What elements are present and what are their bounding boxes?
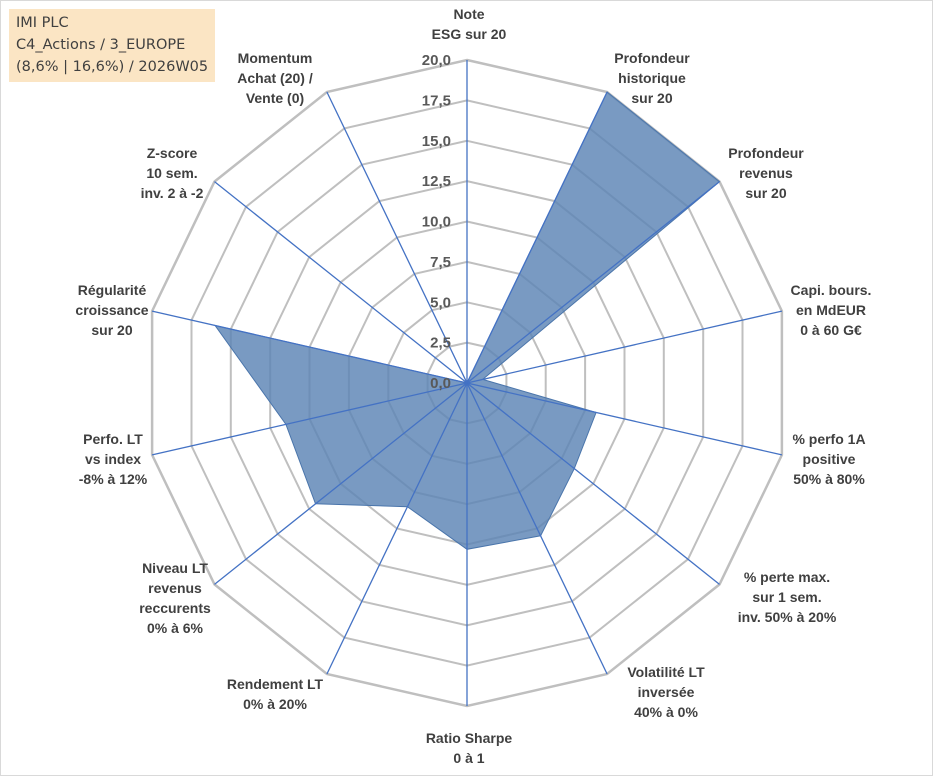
axis-label-line: sur 20 <box>745 185 786 201</box>
axis-label-line: Momentum <box>238 50 313 66</box>
axis-label-line: ESG sur 20 <box>432 26 507 42</box>
tick-label: 10,0 <box>422 214 451 231</box>
axis-label-line: % perte max. <box>744 569 830 585</box>
axis-label: Régularité croissance sur 20 <box>75 282 148 338</box>
axis-label: % perte max. sur 1 sem. inv. 50% à 20% <box>738 569 837 625</box>
axis-spokes <box>151 60 783 706</box>
axis-label-line: sur 1 sem. <box>752 589 821 605</box>
axis-label: Rendement LT 0% à 20% <box>227 676 324 712</box>
tick-label: 5,0 <box>430 294 451 311</box>
axis-spoke <box>326 382 468 675</box>
axis-label: Z-score 10 sem. inv. 2 à -2 <box>141 145 204 201</box>
title-line-category: C4_Actions / 3_EUROPE <box>16 37 186 53</box>
axis-label-line: 40% à 0% <box>634 704 698 720</box>
axis-label-line: inv. 2 à -2 <box>141 185 204 201</box>
axis-label: Perfo. LT vs index -8% à 12% <box>79 431 148 487</box>
axis-label-line: revenus <box>739 165 793 181</box>
axis-spoke <box>466 382 783 456</box>
axis-label-line: Niveau LT <box>142 560 208 576</box>
axis-label-line: Volatilité LT <box>627 664 705 680</box>
axis-spoke <box>214 382 468 585</box>
axis-label-line: Capi. bours. <box>791 282 872 298</box>
axis-label: Capi. bours. en MdEUR 0 à 60 G€ <box>791 282 872 338</box>
axis-labels: Note ESG sur 20 Profondeur historique sur 20… <box>75 6 871 766</box>
axis-spoke <box>326 91 468 384</box>
axis-label-line: 0% à 6% <box>147 620 204 636</box>
axis-label-line: Achat (20) / <box>237 70 313 86</box>
axis-label-line: Rendement LT <box>227 676 324 692</box>
axis-label-line: inversée <box>638 684 695 700</box>
tick-label: 2,5 <box>430 335 451 352</box>
axis-spoke <box>466 310 783 384</box>
axis-label: Momentum Achat (20) / Vente (0) <box>237 50 313 106</box>
axis-label-line: en MdEUR <box>796 302 866 318</box>
axis-label: Profondeur historique sur 20 <box>614 50 690 106</box>
axis-label: Volatilité LT inversée 40% à 0% <box>627 664 705 720</box>
axis-spoke <box>214 181 468 384</box>
tick-label: 0,0 <box>430 375 451 392</box>
axis-label-line: inv. 50% à 20% <box>738 609 837 625</box>
axis-label-line: historique <box>618 70 686 86</box>
axis-label-line: 10 sem. <box>146 165 197 181</box>
axis-label-line: sur 20 <box>631 90 672 106</box>
axis-label-line: Profondeur <box>728 145 804 161</box>
axis-label-line: Note <box>453 6 484 22</box>
axis-label-line: Perfo. LT <box>83 431 143 447</box>
axis-label: Niveau LT revenus reccurents 0% à 6% <box>139 560 211 636</box>
tick-labels: 0,0 2,5 5,0 7,5 10,0 12,5 15,0 17,5 20,0 <box>422 52 451 392</box>
axis-spoke <box>151 310 468 384</box>
axis-label: Profondeur revenus sur 20 <box>728 145 804 201</box>
axis-label: Ratio Sharpe 0 à 1 <box>426 730 513 766</box>
axis-label-line: Profondeur <box>614 50 690 66</box>
axis-label-line: 0% à 20% <box>243 696 307 712</box>
title-box: IMI PLC C4_Actions / 3_EUROPE (8,6% | 16… <box>9 9 216 82</box>
axis-label-line: % perfo 1A <box>792 431 865 447</box>
tick-label: 17,5 <box>422 92 451 109</box>
axis-label-line: -8% à 12% <box>79 471 148 487</box>
axis-spoke <box>466 382 608 675</box>
axis-label-line: Z-score <box>147 145 198 161</box>
title-line-period: (8,6% | 16,6%) / 2026W05 <box>16 59 209 75</box>
tick-label: 7,5 <box>430 254 451 271</box>
axis-label-line: croissance <box>75 302 148 318</box>
axis-label-line: revenus <box>148 580 202 596</box>
axis-label: Note ESG sur 20 <box>432 6 507 42</box>
axis-label-line: Vente (0) <box>246 90 304 106</box>
axis-spoke <box>466 181 720 384</box>
axis-label-line: reccurents <box>139 600 211 616</box>
axis-label: % perfo 1A positive 50% à 80% <box>792 431 865 487</box>
tick-label: 15,0 <box>422 133 451 150</box>
axis-label-line: 0 à 1 <box>453 750 484 766</box>
axis-label-line: Ratio Sharpe <box>426 730 513 746</box>
axis-label-line: sur 20 <box>91 322 132 338</box>
axis-spoke <box>466 91 608 384</box>
axis-label-line: 0 à 60 G€ <box>800 322 862 338</box>
tick-label: 20,0 <box>422 52 451 69</box>
axis-label-line: vs index <box>85 451 141 467</box>
axis-spoke <box>466 382 720 585</box>
tick-label: 12,5 <box>422 173 451 190</box>
axis-label-line: 50% à 80% <box>793 471 865 487</box>
title-line-company: IMI PLC <box>16 15 69 31</box>
axis-label-line: Régularité <box>78 282 147 298</box>
axis-label-line: positive <box>803 451 856 467</box>
axis-spoke <box>151 382 468 456</box>
